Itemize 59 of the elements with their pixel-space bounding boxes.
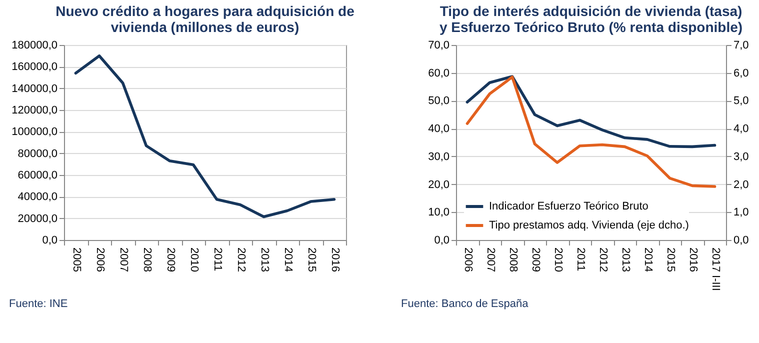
y-tick-label: 70,0 (428, 40, 450, 52)
x-tick-label: 2010 (552, 248, 564, 272)
y2-tick-label: 7,0 (734, 40, 749, 52)
y2-tick-label: 0,0 (734, 234, 749, 246)
x-tick-label: 2012 (596, 248, 609, 272)
x-tick-label: 2011 (574, 248, 586, 272)
y-tick-label: 60000,0 (18, 170, 58, 182)
x-tick-label: 2013 (619, 248, 632, 272)
y-tick-label: 0,0 (434, 234, 450, 246)
x-tick-label: 2006 (462, 248, 474, 272)
x-tick-label: 2014 (282, 248, 294, 272)
x-tick-label: 2007 (484, 248, 496, 272)
y2-tick-label: 2,0 (734, 178, 749, 191)
y-tick-label: 180000,0 (12, 40, 58, 52)
y-tick-label: 40000,0 (18, 191, 58, 204)
x-tick-label: 2006 (94, 248, 106, 272)
legend-label: Tipo prestamos adq. Vivienda (eje dcho.) (489, 220, 689, 232)
y2-tick-label: 4,0 (734, 123, 749, 136)
y2-tick-label: 6,0 (734, 67, 749, 80)
line-series (74, 54, 336, 218)
y2-tick-label: 5,0 (734, 95, 749, 108)
x-tick-label: 2016 (328, 248, 341, 272)
x-tick-label: 2017 I-III (709, 248, 722, 291)
source-note: Fuente: INE (9, 298, 68, 310)
y-tick-label: 50,0 (428, 95, 450, 108)
x-tick-label: 2009 (529, 248, 542, 272)
y-tick-label: 10,0 (428, 206, 450, 219)
x-tick-label: 2013 (258, 248, 270, 272)
x-tick-label: 2012 (234, 248, 247, 272)
x-tick-label: 2015 (305, 248, 318, 272)
y-tick-label: 20,0 (428, 178, 450, 191)
x-tick-label: 2014 (642, 248, 654, 272)
x-tick-label: 2008 (506, 248, 519, 272)
source-note: Fuente: Banco de España (401, 298, 530, 310)
y-tick-label: 60,0 (428, 67, 450, 80)
x-tick-label: 2009 (164, 248, 176, 272)
chart-title: Nuevo crédito a hogares para adquisición de vivienda (millones de euros) (56, 3, 355, 35)
x-tick-label: 2007 (117, 248, 130, 272)
line-series (466, 75, 716, 148)
x-tick-label: 2015 (664, 248, 676, 272)
x-tick-label: 2010 (188, 248, 200, 272)
y-tick-label: 80000,0 (18, 148, 58, 160)
y-tick-label: 120000,0 (12, 104, 58, 116)
line-series (466, 76, 716, 188)
y2-tick-label: 1,0 (734, 206, 749, 219)
x-tick-label: 2011 (211, 248, 224, 272)
x-tick-label: 2005 (70, 248, 82, 272)
y2-tick-label: 3,0 (734, 150, 749, 163)
x-tick-label: 2016 (686, 248, 699, 272)
y-tick-label: 0,0 (42, 234, 58, 246)
y-tick-label: 160000,0 (12, 61, 58, 74)
y-tick-label: 30,0 (428, 150, 450, 163)
y-tick-label: 100000,0 (12, 126, 58, 138)
legend-label: Indicador Esfuerzo Teórico Bruto (489, 200, 648, 212)
y-tick-label: 140000,0 (12, 82, 58, 95)
chart-title: Tipo de interés adquisición de vivienda (tasa) y Esfuerzo Teórico Bruto (% renta disponible) (439, 3, 743, 35)
y-tick-label: 40,0 (428, 123, 450, 136)
y-tick-label: 20000,0 (18, 212, 58, 225)
x-tick-label: 2008 (140, 248, 153, 272)
